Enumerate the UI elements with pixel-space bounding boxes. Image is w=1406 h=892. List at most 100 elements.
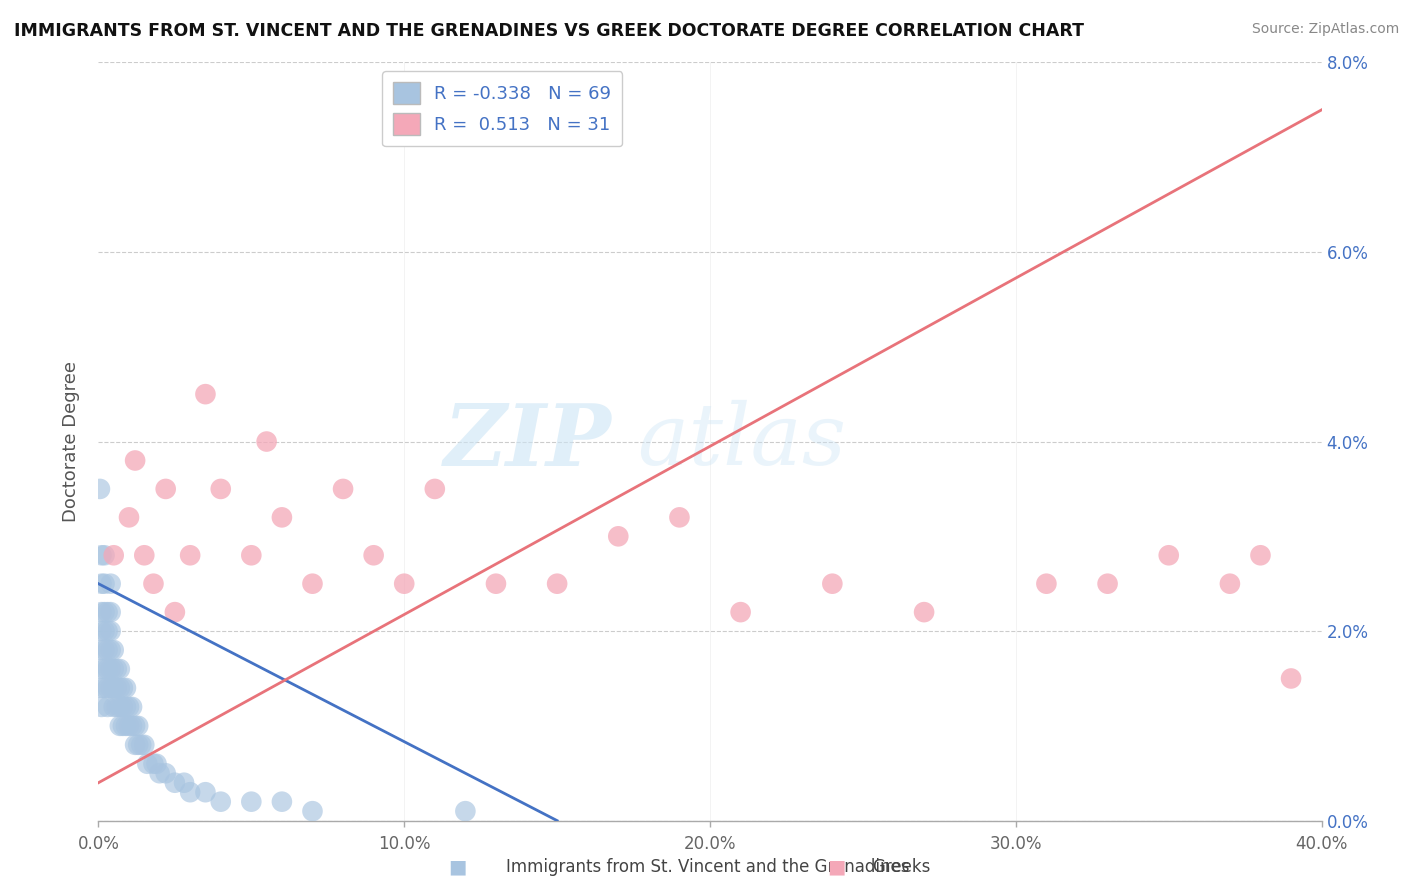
Point bbox=[111, 719, 134, 733]
Point bbox=[93, 548, 115, 563]
Point bbox=[127, 738, 149, 752]
Point bbox=[103, 699, 125, 714]
Point bbox=[179, 548, 201, 563]
Point bbox=[103, 643, 125, 657]
Text: Source: ZipAtlas.com: Source: ZipAtlas.com bbox=[1251, 22, 1399, 37]
Point bbox=[97, 624, 120, 639]
Point bbox=[668, 510, 690, 524]
Point bbox=[301, 804, 323, 818]
Point bbox=[209, 482, 232, 496]
Point bbox=[93, 643, 115, 657]
Point bbox=[163, 605, 186, 619]
Point bbox=[124, 719, 146, 733]
Point bbox=[363, 548, 385, 563]
Point bbox=[607, 529, 630, 543]
Point bbox=[118, 719, 141, 733]
Point bbox=[93, 662, 115, 676]
Point bbox=[179, 785, 201, 799]
Point bbox=[332, 482, 354, 496]
Point bbox=[134, 548, 156, 563]
Point bbox=[1035, 576, 1057, 591]
Point bbox=[100, 643, 122, 657]
Point bbox=[105, 662, 128, 676]
Point bbox=[136, 756, 159, 771]
Point bbox=[90, 576, 112, 591]
Point bbox=[108, 662, 131, 676]
Point bbox=[90, 662, 112, 676]
Point bbox=[423, 482, 446, 496]
Point bbox=[111, 699, 134, 714]
Point bbox=[97, 605, 120, 619]
Point bbox=[111, 681, 134, 695]
Point bbox=[124, 738, 146, 752]
Point bbox=[89, 482, 111, 496]
Point bbox=[1097, 576, 1119, 591]
Point bbox=[270, 510, 292, 524]
Point bbox=[121, 719, 143, 733]
Point bbox=[93, 605, 115, 619]
Point bbox=[912, 605, 935, 619]
Point bbox=[100, 605, 122, 619]
Point bbox=[821, 576, 844, 591]
Point bbox=[108, 681, 131, 695]
Point bbox=[173, 776, 195, 790]
Point bbox=[93, 624, 115, 639]
Point bbox=[103, 548, 125, 563]
Point bbox=[194, 387, 217, 401]
Text: ZIP: ZIP bbox=[444, 400, 612, 483]
Point bbox=[93, 681, 115, 695]
Point bbox=[129, 738, 152, 752]
Point bbox=[97, 643, 120, 657]
Point bbox=[100, 662, 122, 676]
Point bbox=[155, 766, 177, 780]
Point bbox=[301, 576, 323, 591]
Point bbox=[142, 756, 165, 771]
Point bbox=[145, 756, 167, 771]
Point bbox=[256, 434, 278, 449]
Point bbox=[124, 453, 146, 467]
Point bbox=[142, 576, 165, 591]
Point bbox=[454, 804, 477, 818]
Point bbox=[97, 699, 120, 714]
Text: ■: ■ bbox=[447, 857, 467, 877]
Point bbox=[730, 605, 752, 619]
Point bbox=[1219, 576, 1241, 591]
Point bbox=[392, 576, 416, 591]
Point bbox=[100, 576, 122, 591]
Point bbox=[90, 643, 112, 657]
Text: atlas: atlas bbox=[637, 401, 846, 483]
Point bbox=[194, 785, 217, 799]
Point bbox=[90, 681, 112, 695]
Text: ■: ■ bbox=[827, 857, 846, 877]
Text: Immigrants from St. Vincent and the Grenadines: Immigrants from St. Vincent and the Gren… bbox=[506, 858, 910, 876]
Point bbox=[103, 662, 125, 676]
Point bbox=[121, 699, 143, 714]
Point bbox=[108, 719, 131, 733]
Point bbox=[97, 662, 120, 676]
Point bbox=[485, 576, 508, 591]
Point bbox=[155, 482, 177, 496]
Point bbox=[115, 719, 138, 733]
Point bbox=[90, 624, 112, 639]
Point bbox=[240, 795, 263, 809]
Point bbox=[1279, 672, 1302, 686]
Point bbox=[100, 681, 122, 695]
Point bbox=[93, 576, 115, 591]
Point bbox=[546, 576, 568, 591]
Point bbox=[163, 776, 186, 790]
Point bbox=[127, 719, 149, 733]
Text: IMMIGRANTS FROM ST. VINCENT AND THE GRENADINES VS GREEK DOCTORATE DEGREE CORRELA: IMMIGRANTS FROM ST. VINCENT AND THE GREN… bbox=[14, 22, 1084, 40]
Point bbox=[90, 548, 112, 563]
Point bbox=[149, 766, 172, 780]
Point bbox=[115, 699, 138, 714]
Point bbox=[1249, 548, 1271, 563]
Point bbox=[115, 681, 138, 695]
Point bbox=[100, 624, 122, 639]
Point bbox=[103, 681, 125, 695]
Point bbox=[90, 605, 112, 619]
Point bbox=[118, 699, 141, 714]
Point bbox=[108, 699, 131, 714]
Point bbox=[118, 510, 141, 524]
Point bbox=[105, 681, 128, 695]
Point bbox=[1157, 548, 1180, 563]
